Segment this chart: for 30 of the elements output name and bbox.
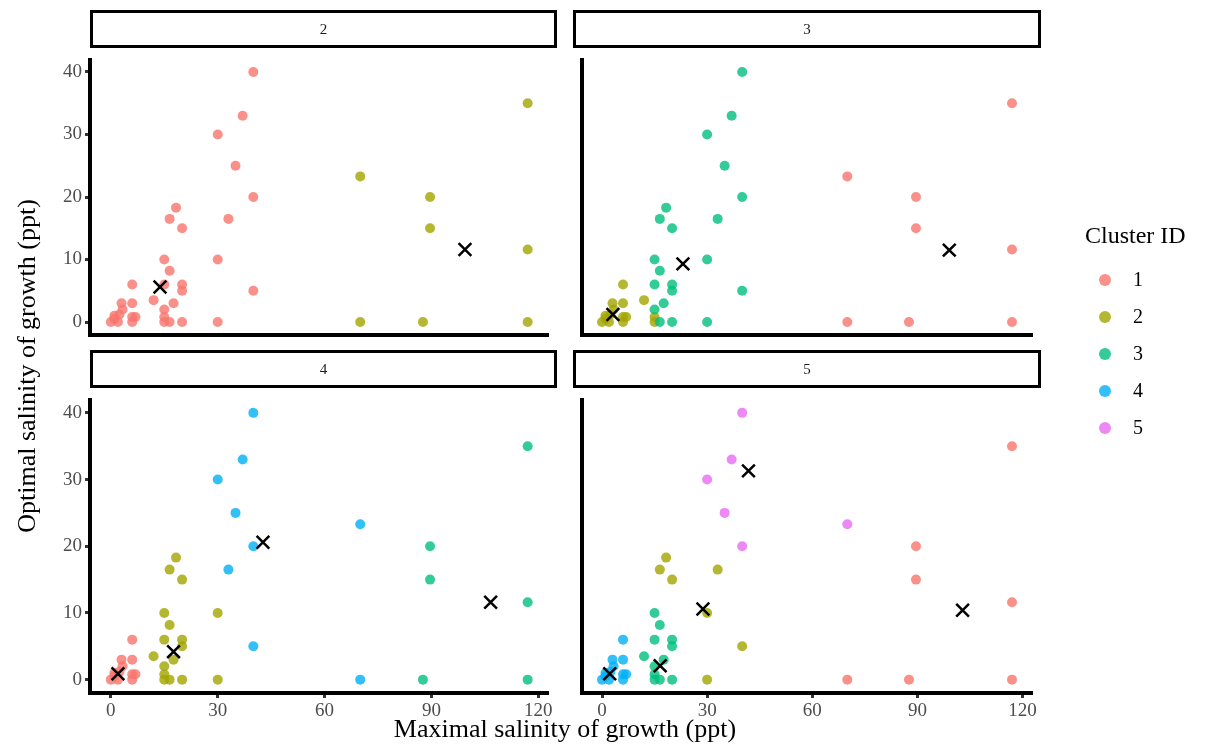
x-tick-label: 120	[1008, 699, 1037, 721]
y-tick-label: 0	[72, 667, 82, 689]
y-tick-label: 10	[63, 600, 82, 622]
x-tick-label: 90	[421, 699, 441, 721]
y-tick-label: 40	[63, 59, 82, 81]
y-tick-label: 10	[63, 247, 82, 269]
legend-title: Cluster ID	[1085, 222, 1186, 249]
y-tick-label: 30	[63, 467, 82, 489]
x-tick-label: 120	[524, 699, 553, 721]
chart-title: 4	[90, 350, 557, 388]
x-tick-label: 30	[697, 699, 717, 721]
legend-label: 2	[1133, 305, 1143, 328]
y-tick-label: 20	[63, 534, 82, 556]
legend-label: 5	[1133, 416, 1143, 439]
x-tick-label: 60	[315, 699, 335, 721]
legend-label: 3	[1133, 342, 1143, 365]
y-axis-title: Optimal salinity of growth (ppt)	[12, 199, 42, 533]
chart-title: 3	[573, 10, 1041, 48]
y-tick-label: 20	[63, 184, 82, 206]
x-tick-label: 90	[907, 699, 927, 721]
chart-title: 2	[90, 10, 557, 48]
y-tick-label: 40	[63, 400, 82, 422]
x-tick-label: 60	[802, 699, 822, 721]
legend-label: 4	[1133, 379, 1143, 402]
legend-label: 1	[1133, 268, 1143, 291]
y-tick-label: 0	[72, 309, 82, 331]
x-tick-label: 30	[208, 699, 228, 721]
x-tick-label: 0	[106, 699, 116, 721]
y-tick-label: 30	[63, 122, 82, 144]
chart-title: 5	[573, 350, 1041, 388]
